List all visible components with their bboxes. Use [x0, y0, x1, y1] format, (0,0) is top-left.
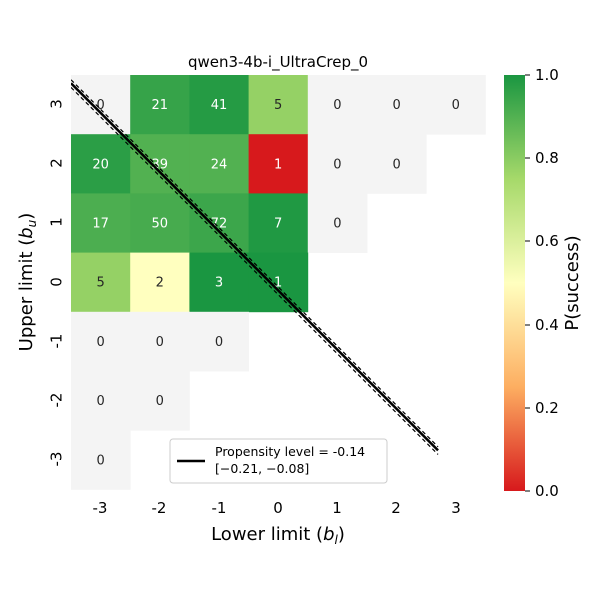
y-tick-label: -1 [48, 334, 66, 349]
y-axis-label: Upper limit (bu) [16, 213, 39, 352]
heatmap-cell [189, 193, 249, 253]
propensity-line [71, 82, 439, 452]
heatmap-cell [307, 134, 368, 194]
cell-count-label: 0 [156, 394, 164, 409]
legend-box [169, 438, 388, 484]
cell-count-label: 3 [215, 276, 223, 291]
cell-count-label: 7 [274, 217, 282, 232]
cell-count-label: 0 [392, 157, 400, 172]
heatmap-cell [71, 193, 131, 253]
x-tick-label: -2 [152, 499, 167, 517]
colorbar-tick-label: 0.2 [535, 399, 559, 417]
cell-count-label: 0 [333, 157, 341, 172]
heatmap-cell [248, 193, 309, 253]
cell-count-label: 0 [452, 98, 460, 113]
y-tick-label: 2 [48, 158, 66, 168]
y-tick-label: 3 [48, 99, 66, 109]
cell-count-label: 5 [96, 276, 104, 291]
heatmap-cell [130, 371, 190, 431]
cell-count-label: 2 [156, 276, 164, 291]
x-tick-label: -3 [93, 499, 108, 517]
heatmap-cell [71, 430, 131, 490]
colorbar-label: P(success) [562, 235, 583, 330]
cell-count-label: 41 [211, 98, 228, 113]
y-tick-label: 0 [48, 277, 66, 287]
colorbar-tick-label: 0.0 [535, 482, 559, 500]
heatmap-cell [307, 193, 368, 253]
heatmap-cell [248, 134, 309, 194]
cell-count-label: 1 [274, 157, 282, 172]
chart-title: qwen3-4b-i_UltraCrep_0 [188, 53, 368, 72]
colorbar-tick-label: 0.8 [535, 149, 559, 167]
heatmap-cell [71, 134, 131, 194]
cell-count-label: 0 [215, 335, 223, 350]
cell-count-label: 0 [156, 335, 164, 350]
cell-count-label: 0 [392, 98, 400, 113]
colorbar-tick-label: 0.4 [535, 316, 559, 334]
heatmap-cell [248, 75, 309, 135]
heatmap-cell [189, 75, 249, 135]
legend: Propensity level = -0.14 [−0.21, −0.08] [169, 438, 388, 484]
cell-count-label: 0 [96, 453, 104, 468]
colorbar: 0.0 0.2 0.4 0.6 0.8 1.0 P(success) [504, 66, 583, 500]
heatmap-cell [367, 134, 427, 194]
x-axis-label: Lower limit (bl) [211, 524, 345, 547]
heatmap-cell [189, 252, 249, 313]
ci-upper-line [71, 79, 439, 448]
heatmap-cell [367, 75, 427, 135]
cell-count-label: 0 [333, 217, 341, 232]
x-tick-label: 3 [451, 499, 461, 517]
heatmap-cell [426, 75, 486, 135]
heatmap-cell [130, 75, 190, 135]
cell-count-label: 21 [152, 98, 169, 113]
colorbar-tick-label: 0.6 [535, 232, 559, 250]
heatmap-cell [71, 75, 131, 135]
heatmap-cell [71, 252, 131, 313]
heatmap-cell [130, 193, 190, 253]
propensity-lines [71, 79, 439, 455]
heatmap-cell [248, 252, 309, 313]
heatmap-cell [130, 134, 190, 194]
x-tick-label: 0 [273, 499, 283, 517]
heatmap-cell [130, 311, 190, 372]
x-tick-label: 2 [391, 499, 401, 517]
legend-ci-label: [−0.21, −0.08] [215, 461, 309, 476]
heatmap-cell [130, 252, 190, 313]
cell-count-label: 1 [274, 276, 282, 291]
legend-label: Propensity level = -0.14 [215, 444, 365, 459]
cell-count-label: 50 [152, 217, 169, 232]
heatmap-cells: 0 21 41 5 0 0 020 39 24 1 0 017 50 72 7 05 2 3 10 0 00 00 [71, 75, 486, 490]
cell-count-label: 24 [211, 157, 228, 172]
cell-count-label: 20 [92, 157, 109, 172]
cell-count-label: 5 [274, 98, 282, 113]
colorbar-gradient [504, 75, 525, 491]
heatmap-cell [189, 134, 249, 194]
x-tick-label: -1 [212, 499, 227, 517]
y-tick-labels: 3 2 1 0 -1 -2 -3 [48, 99, 66, 466]
y-tick-label: -2 [48, 393, 66, 408]
cell-count-label: 0 [96, 394, 104, 409]
y-tick-label: 1 [48, 217, 66, 227]
heatmap-cell [189, 311, 249, 372]
heatmap-cell [307, 75, 368, 135]
y-tick-label: -3 [48, 452, 66, 467]
colorbar-tick-label: 1.0 [535, 66, 559, 84]
x-tick-labels: -3 -2 -1 0 1 2 3 [93, 499, 461, 517]
cell-count-label: 17 [92, 217, 109, 232]
cell-count-label: 0 [96, 98, 104, 113]
heatmap-cell [71, 311, 131, 372]
colorbar-ticks: 0.0 0.2 0.4 0.6 0.8 1.0 [525, 66, 559, 500]
ci-lower-line [71, 87, 439, 455]
x-tick-label: 1 [332, 499, 342, 517]
heatmap-cell [71, 371, 131, 431]
cell-count-label: 0 [96, 335, 104, 350]
cell-count-label: 0 [333, 98, 341, 113]
